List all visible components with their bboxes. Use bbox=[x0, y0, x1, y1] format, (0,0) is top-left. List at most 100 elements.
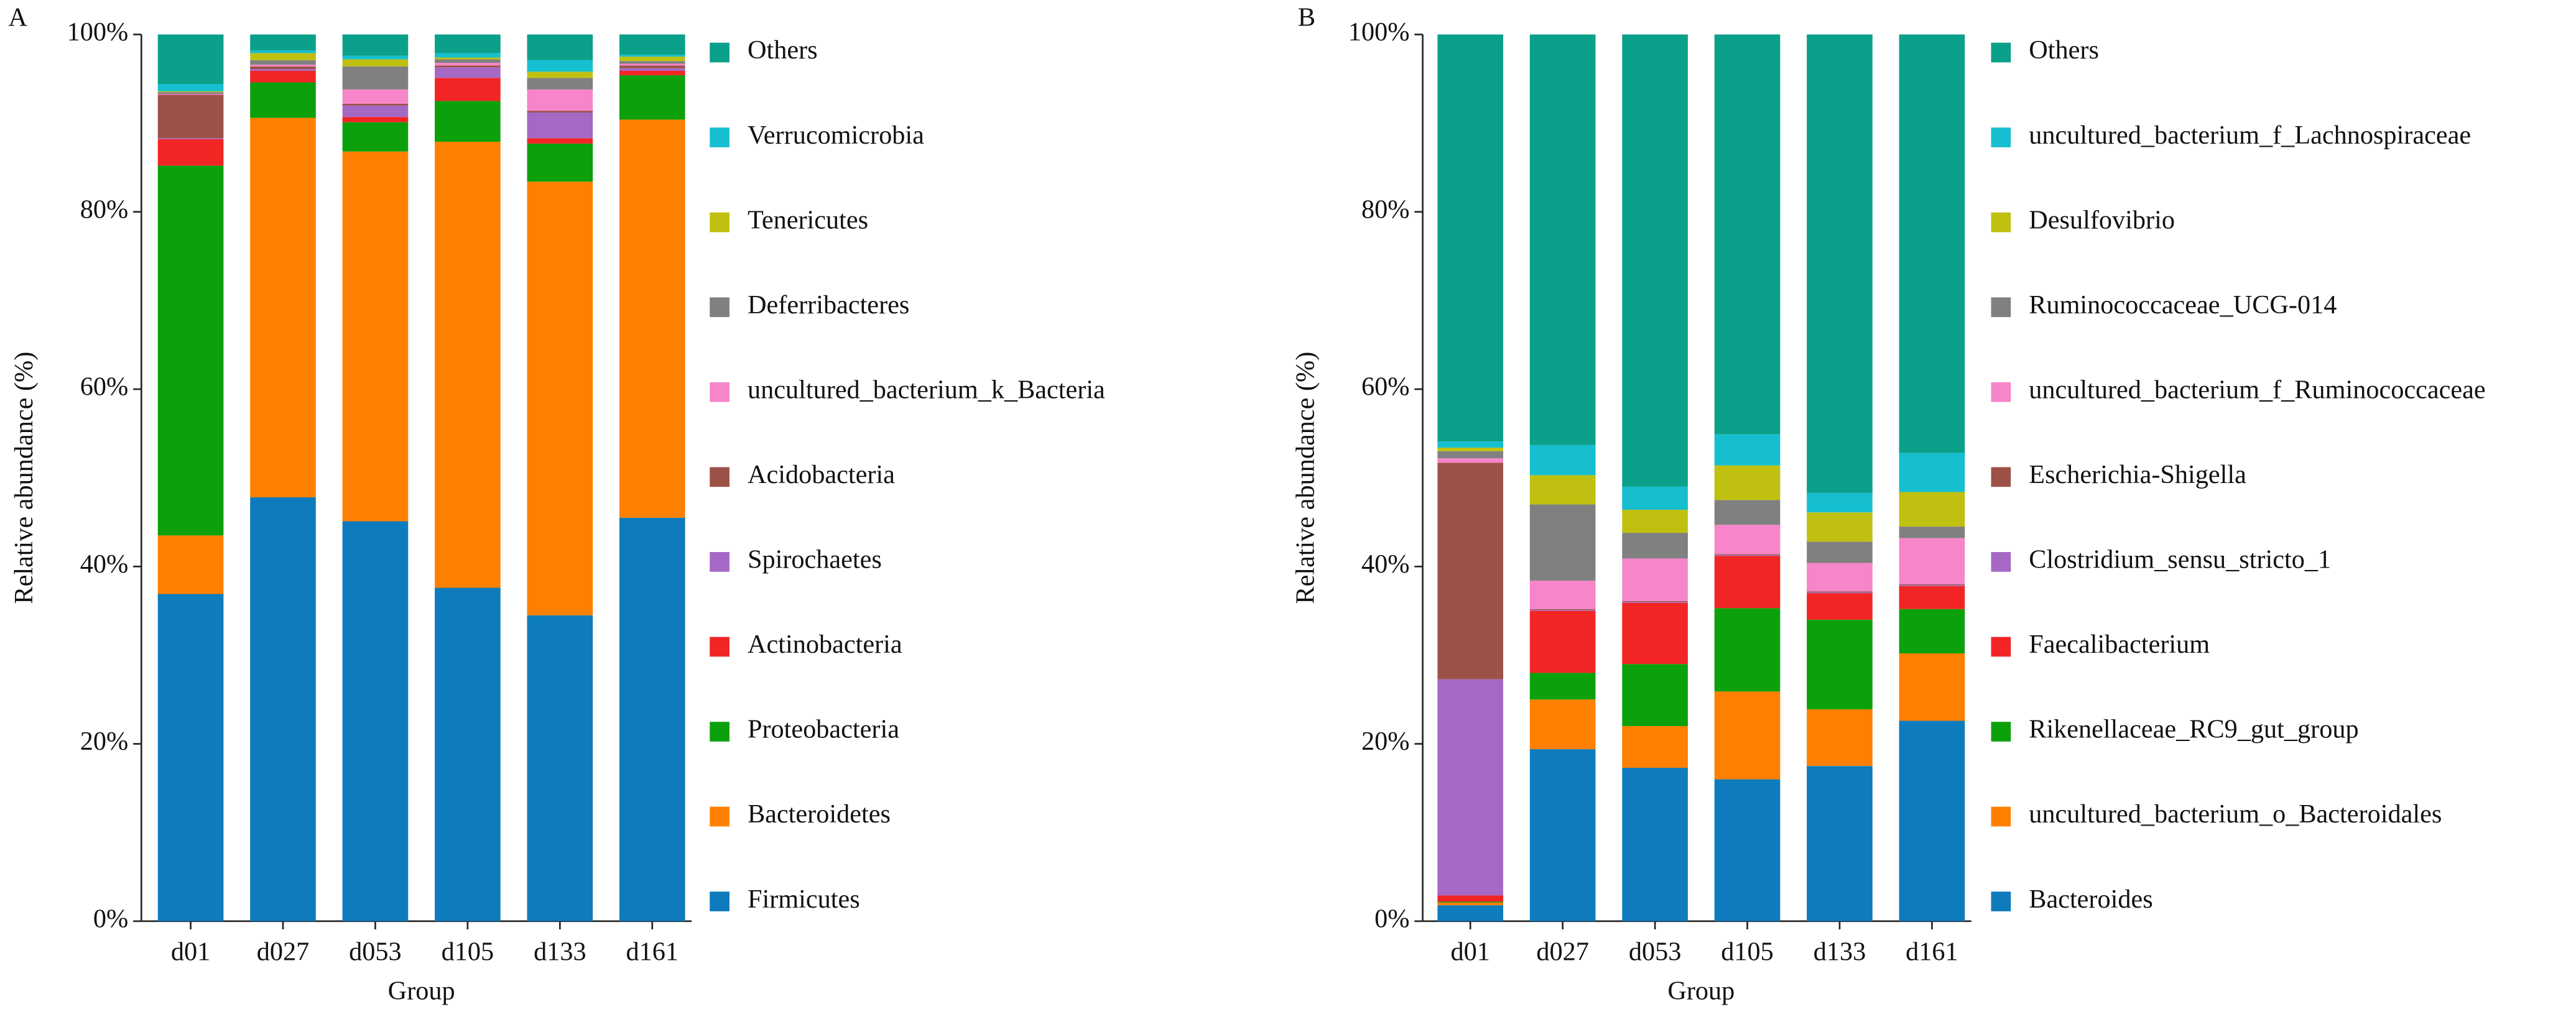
legend-swatch bbox=[710, 127, 730, 147]
bar-segment bbox=[1437, 441, 1504, 448]
x-tick-label: d161 bbox=[626, 937, 679, 966]
bar-segment bbox=[1807, 34, 1873, 493]
bar-segment bbox=[619, 57, 685, 62]
bar-segment bbox=[1899, 720, 1965, 921]
legend-swatch bbox=[1991, 637, 2011, 657]
legend-swatch bbox=[1991, 467, 2011, 487]
y-tick-label: 20% bbox=[1361, 727, 1409, 756]
bar-segment bbox=[342, 66, 409, 90]
bar-segment bbox=[1437, 902, 1504, 906]
bar-segment bbox=[435, 101, 501, 142]
bar-segment bbox=[1622, 486, 1688, 510]
bar-segment bbox=[1807, 492, 1873, 513]
legend-label: Rikenellaceae_RC9_gut_group bbox=[2029, 715, 2358, 744]
x-tick-label: d027 bbox=[1536, 937, 1589, 966]
y-tick-label: 60% bbox=[80, 372, 128, 402]
bar-segment bbox=[342, 105, 409, 117]
bar-segment bbox=[1899, 453, 1965, 492]
bar-segment bbox=[1529, 610, 1596, 673]
bar-segment bbox=[1622, 664, 1688, 727]
x-tick-label: d053 bbox=[1629, 937, 1682, 966]
bar-segment bbox=[342, 103, 409, 106]
legend-swatch bbox=[1991, 297, 2011, 318]
y-tick-label: 100% bbox=[67, 17, 129, 47]
x-axis-label: Group bbox=[388, 977, 455, 1006]
legend-swatch bbox=[1991, 127, 2011, 147]
x-tick-label: d01 bbox=[171, 937, 210, 966]
bar-segment bbox=[250, 50, 316, 53]
x-tick-label: d105 bbox=[1721, 937, 1774, 966]
bar-segment bbox=[1529, 475, 1596, 505]
x-tick-label: d053 bbox=[349, 937, 401, 966]
bar-segment bbox=[1899, 527, 1965, 538]
bar-segment bbox=[157, 94, 224, 139]
bar-segment bbox=[1529, 749, 1596, 921]
bar-segment bbox=[1714, 555, 1781, 556]
bar-segment bbox=[1807, 541, 1873, 563]
bar-segment bbox=[435, 57, 501, 60]
bar-segment bbox=[250, 64, 316, 67]
bar-segment bbox=[1622, 726, 1688, 768]
legend-swatch bbox=[710, 42, 730, 63]
bar-segment bbox=[157, 139, 224, 166]
bar-segment bbox=[619, 517, 685, 921]
legend-label: Deferribacteres bbox=[748, 290, 909, 320]
legend-swatch bbox=[710, 891, 730, 911]
y-tick-label: 80% bbox=[1361, 195, 1409, 224]
bar-segment bbox=[1807, 619, 1873, 709]
bar-segment bbox=[1899, 538, 1965, 584]
bar-segment bbox=[1622, 34, 1688, 487]
bar-segment bbox=[619, 55, 685, 57]
legend-label: uncultured_bacterium_k_Bacteria bbox=[748, 375, 1105, 404]
bar-segment bbox=[1529, 581, 1596, 609]
bar-segment bbox=[157, 92, 224, 94]
bar-segment bbox=[342, 122, 409, 152]
bar-segment bbox=[1437, 895, 1504, 902]
legend-label: Firmicutes bbox=[748, 885, 860, 914]
legend-label: Others bbox=[748, 35, 818, 65]
bar-segment bbox=[1714, 779, 1781, 921]
bar-segment bbox=[342, 59, 409, 67]
y-axis-label: Relative abundance (%) bbox=[9, 352, 39, 604]
legend-swatch bbox=[1991, 212, 2011, 232]
legend-swatch bbox=[710, 552, 730, 572]
bar-segment bbox=[1899, 492, 1965, 527]
y-tick-label: 100% bbox=[1348, 17, 1410, 47]
legend-swatch bbox=[710, 637, 730, 657]
bar-segment bbox=[342, 151, 409, 522]
legend-swatch bbox=[1991, 42, 2011, 63]
bar-segment bbox=[1622, 509, 1688, 533]
bar-segment bbox=[435, 78, 501, 101]
bar-segment bbox=[250, 117, 316, 498]
bar-segment bbox=[435, 65, 501, 68]
bar-segment bbox=[157, 535, 224, 594]
legend-label: Desulfovibrio bbox=[2029, 205, 2175, 234]
y-axis-label: Relative abundance (%) bbox=[1290, 352, 1320, 604]
bar-segment bbox=[1899, 584, 1965, 586]
bar-segment bbox=[1529, 609, 1596, 610]
legend-label: Acidobacteria bbox=[748, 460, 895, 489]
bar-segment bbox=[1437, 458, 1504, 463]
bar-segment bbox=[157, 138, 224, 139]
x-tick-label: d161 bbox=[1906, 937, 1958, 966]
bar-segment bbox=[435, 587, 501, 921]
bar-segment bbox=[1807, 563, 1873, 592]
bar-segment bbox=[1899, 653, 1965, 721]
bar-segment bbox=[1622, 602, 1688, 665]
bar-segment bbox=[1899, 585, 1965, 586]
bar-segment bbox=[1714, 691, 1781, 780]
bar-segment bbox=[527, 138, 593, 144]
bar-segment bbox=[435, 34, 501, 53]
panel-label: A bbox=[8, 2, 27, 32]
bar-segment bbox=[527, 182, 593, 615]
bar-segment bbox=[250, 66, 316, 70]
legend-label: Verrucomicrobia bbox=[748, 121, 924, 150]
legend-label: Ruminococcaceae_UCG-014 bbox=[2029, 290, 2337, 320]
y-tick-label: 20% bbox=[80, 727, 128, 756]
legend-label: Escherichia-Shigella bbox=[2029, 460, 2246, 489]
y-tick-label: 0% bbox=[1374, 905, 1409, 934]
legend-swatch bbox=[1991, 382, 2011, 402]
bar-segment bbox=[1807, 709, 1873, 766]
bar-segment bbox=[1437, 901, 1504, 903]
